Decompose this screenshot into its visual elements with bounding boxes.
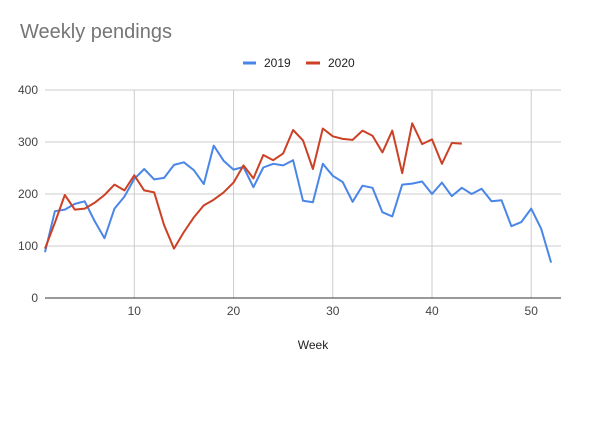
series-line-2019 bbox=[44, 144, 553, 263]
y-tick-100: 100 bbox=[18, 239, 38, 253]
legend: 2019 2020 bbox=[243, 56, 355, 70]
y-tick-400: 400 bbox=[18, 83, 38, 97]
series-line-2020 bbox=[44, 122, 462, 250]
legend-item-2020[interactable]: 2020 bbox=[306, 56, 355, 70]
x-axis-ticks: 10 20 30 40 50 bbox=[128, 304, 539, 318]
legend-label-2019: 2019 bbox=[264, 56, 291, 70]
x-tick-40: 40 bbox=[425, 304, 439, 318]
x-tick-20: 20 bbox=[227, 304, 241, 318]
legend-item-2019[interactable]: 2019 bbox=[243, 56, 291, 70]
x-axis-label: Week bbox=[298, 338, 329, 352]
y-axis-ticks: 0 100 200 300 400 bbox=[18, 83, 38, 305]
x-tick-30: 30 bbox=[326, 304, 340, 318]
legend-label-2020: 2020 bbox=[328, 56, 355, 70]
x-tick-50: 50 bbox=[525, 304, 539, 318]
gridlines bbox=[45, 89, 561, 298]
y-tick-200: 200 bbox=[18, 187, 38, 201]
series-lines bbox=[44, 122, 553, 263]
y-tick-300: 300 bbox=[18, 135, 38, 149]
x-tick-10: 10 bbox=[128, 304, 142, 318]
chart-title: Weekly pendings bbox=[20, 21, 172, 43]
y-tick-0: 0 bbox=[31, 291, 38, 305]
